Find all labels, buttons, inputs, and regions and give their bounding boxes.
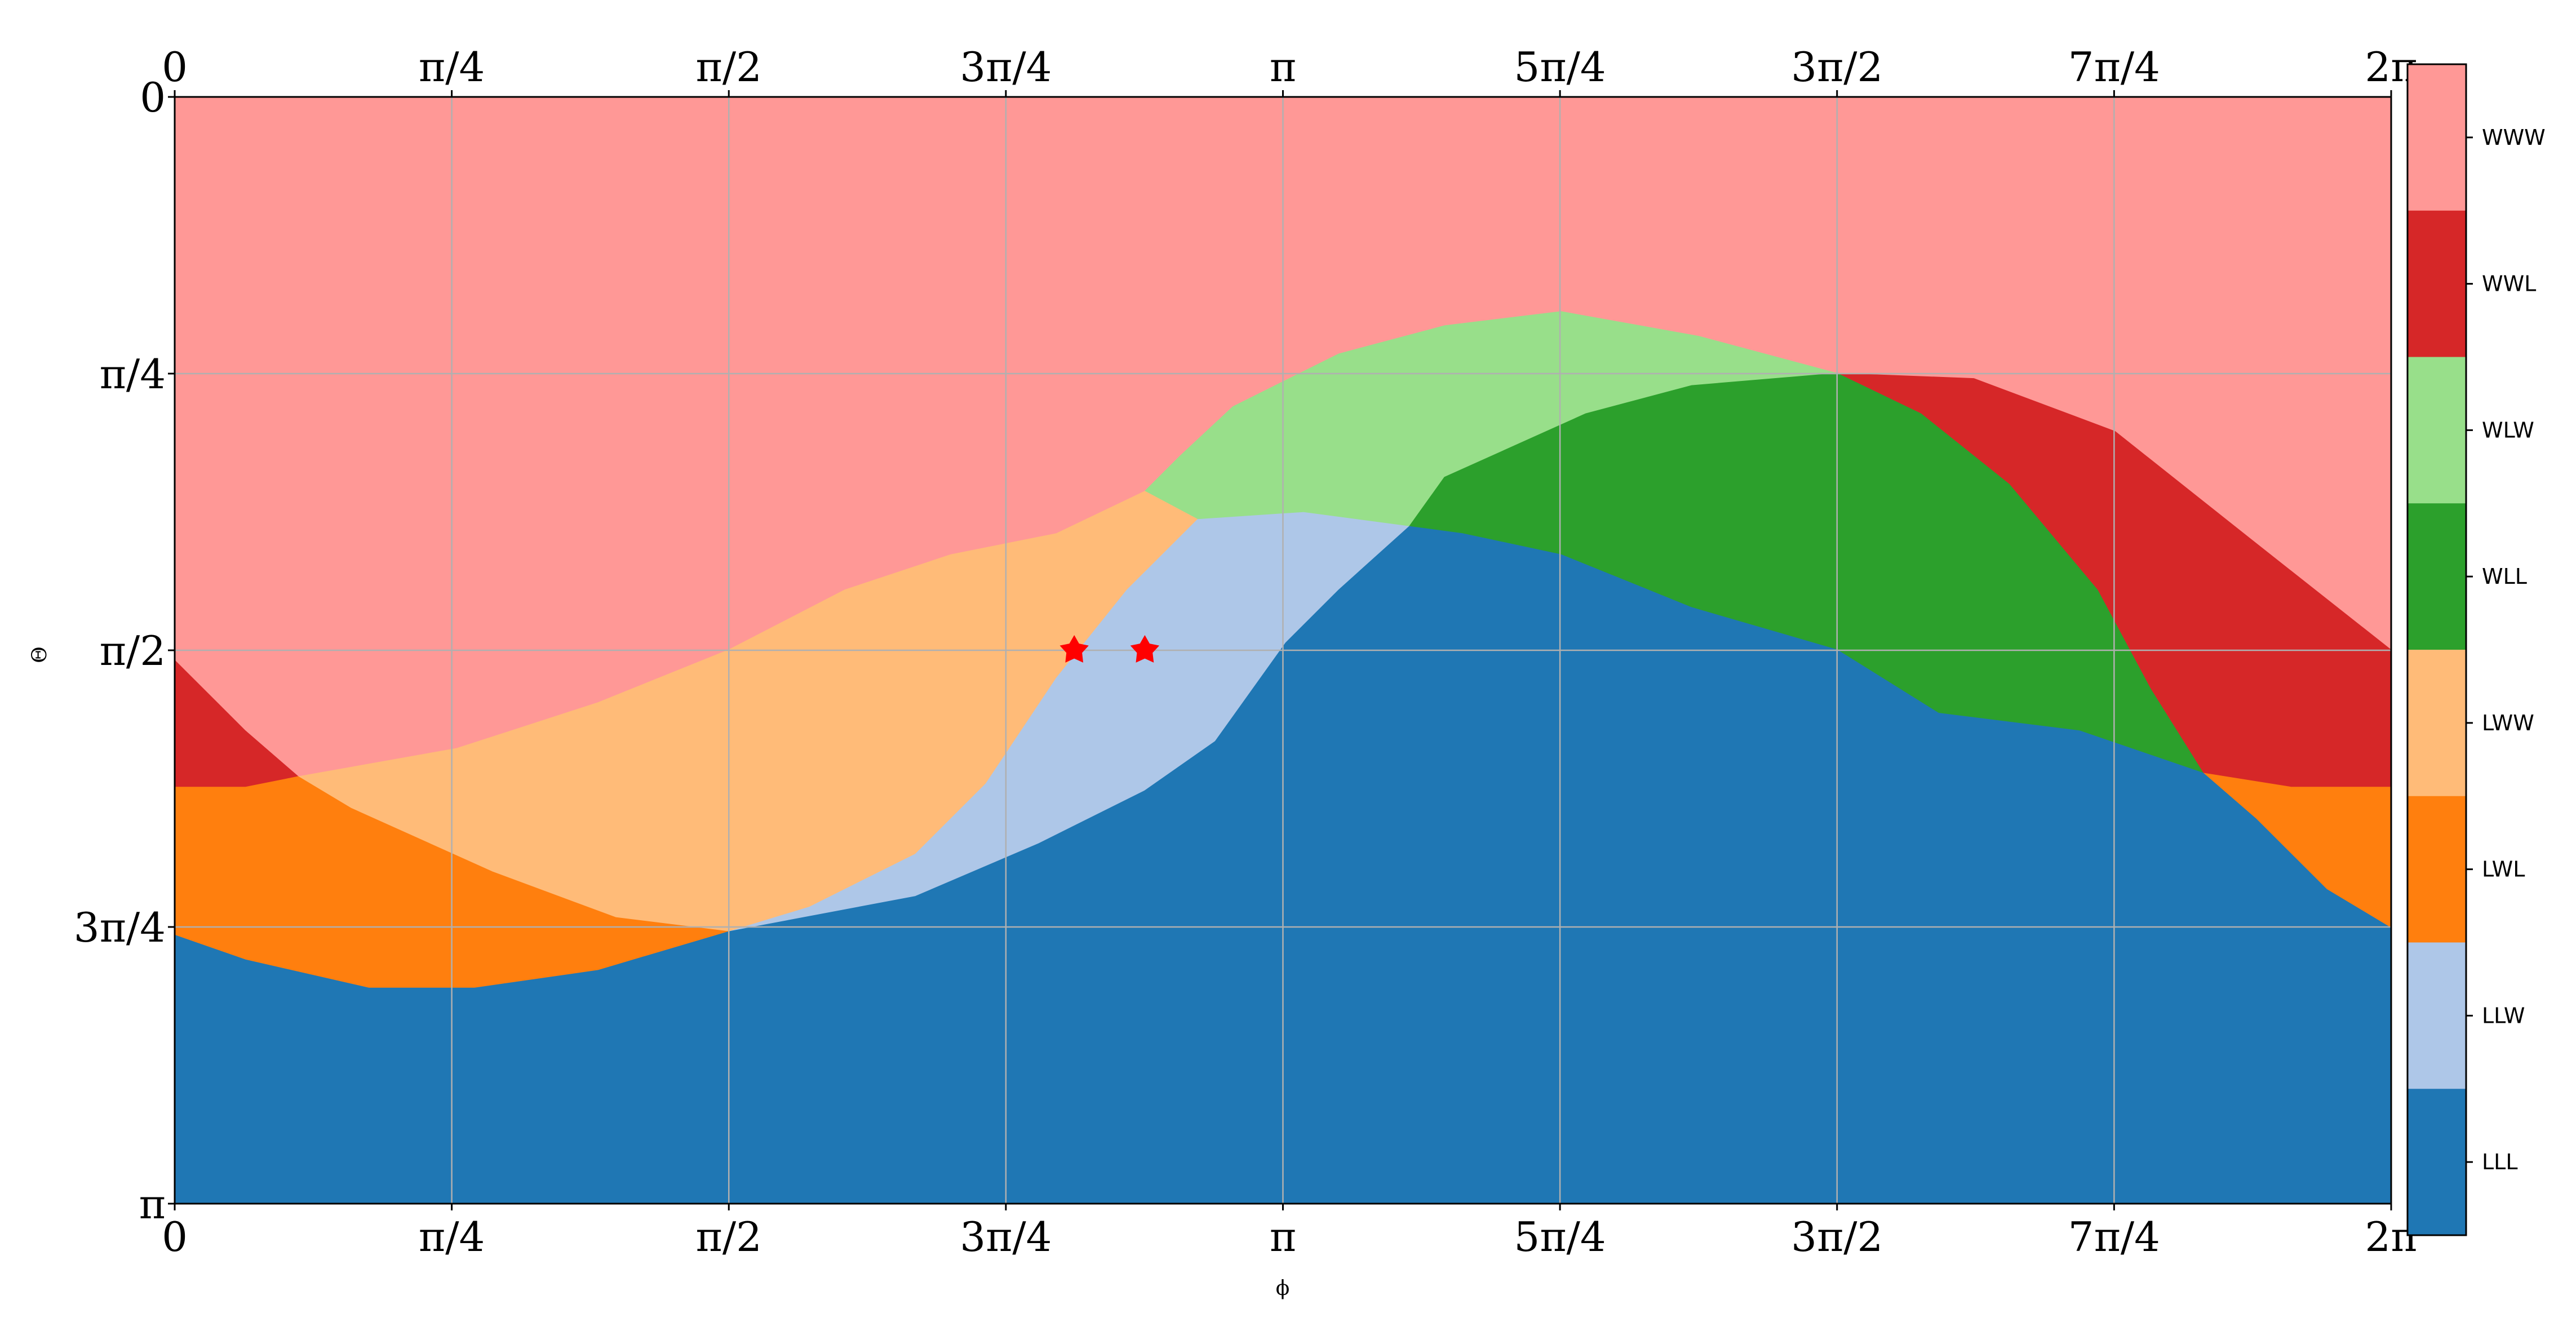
x-tick-label-top: 0 xyxy=(162,43,188,91)
x-tick-label-bottom: π xyxy=(1270,1213,1296,1261)
x-tick-label-bottom: 3π/4 xyxy=(960,1213,1052,1261)
x-tick-label-bottom: 7π/4 xyxy=(2068,1213,2160,1261)
legend-swatch-www xyxy=(2407,64,2466,211)
x-tick-label-bottom: π/4 xyxy=(419,1213,485,1261)
legend-label-lwl: LWL xyxy=(2482,857,2525,882)
x-tick-label-top: 3π/2 xyxy=(1791,43,1883,91)
y-tick-label: 0 xyxy=(140,74,166,121)
x-tick-label-bottom: 5π/4 xyxy=(1514,1213,1606,1261)
x-tick-label-top: π xyxy=(1270,43,1296,91)
legend-swatch-lll xyxy=(2407,1089,2466,1236)
legend-swatch-llw xyxy=(2407,942,2466,1089)
x-tick-label-top: 5π/4 xyxy=(1514,43,1606,91)
x-tick-label-top: π/4 xyxy=(419,43,485,91)
y-tick-label: π xyxy=(139,1181,166,1228)
y-axis-label: Θ xyxy=(28,646,51,663)
marker-layer xyxy=(1059,635,1160,663)
y-tick-label: 3π/4 xyxy=(74,904,166,951)
x-tick-label-bottom: π/2 xyxy=(696,1213,762,1261)
legend-label-lww: LWW xyxy=(2482,711,2534,735)
legend-label-wwl: WWL xyxy=(2482,272,2536,296)
x-axis-label: ϕ xyxy=(1276,1277,1290,1300)
legend-label-wlw: WLW xyxy=(2482,418,2534,442)
legend-swatch-wlw xyxy=(2407,357,2466,504)
star-marker xyxy=(1059,635,1089,663)
x-tick-label-bottom: 3π/2 xyxy=(1791,1213,1883,1261)
tick-labels: 00π/4π/4π/2π/23π/43π/4ππ5π/45π/43π/23π/2… xyxy=(74,43,2418,1261)
legend-frame xyxy=(2406,63,2467,1236)
legend-swatch-wwl xyxy=(2407,210,2466,358)
legend-label-www: WWW xyxy=(2482,125,2546,150)
y-tick-label: π/2 xyxy=(100,627,166,675)
x-tick-label-top: 7π/4 xyxy=(2068,43,2160,91)
legend-label-lll: LLL xyxy=(2482,1150,2518,1174)
x-tick-label-top: π/2 xyxy=(696,43,762,91)
x-tick-label-bottom: 0 xyxy=(162,1213,188,1261)
legend-label-wll: WLL xyxy=(2482,564,2527,589)
legend-swatch-lww xyxy=(2407,650,2466,797)
star-marker xyxy=(1130,635,1160,663)
legend-swatch-lwl xyxy=(2407,796,2466,943)
y-tick-label: π/4 xyxy=(100,351,166,398)
category-colorbar: WWW WWL WLW WLL LWW LWL LLW LLL xyxy=(2406,63,2546,1236)
legend-swatch-wll xyxy=(2407,503,2466,650)
x-tick-label-top: 3π/4 xyxy=(960,43,1052,91)
legend-label-llw: LLW xyxy=(2482,1003,2525,1028)
